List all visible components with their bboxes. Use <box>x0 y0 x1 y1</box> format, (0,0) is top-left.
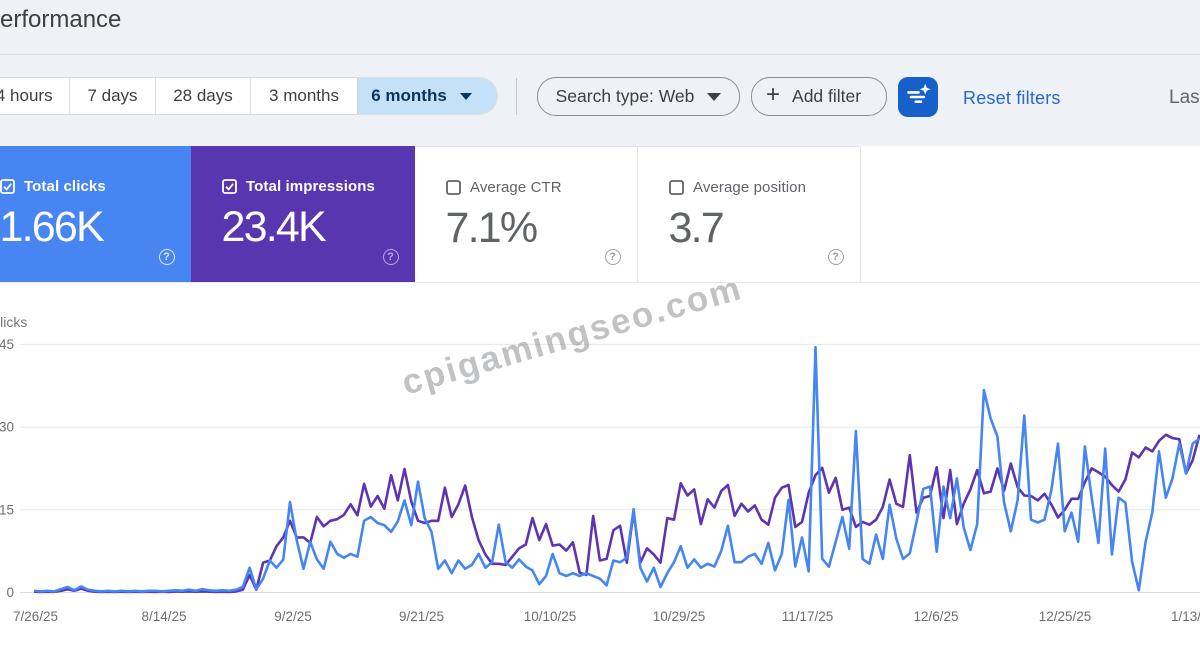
svg-text:1/13/26: 1/13/26 <box>1171 609 1200 624</box>
svg-text:15: 15 <box>0 502 14 517</box>
svg-text:8/14/25: 8/14/25 <box>141 609 186 624</box>
svg-text:10/10/25: 10/10/25 <box>524 609 577 624</box>
svg-text:cpigamingseo.com: cpigamingseo.com <box>397 283 746 403</box>
svg-text:9/21/25: 9/21/25 <box>399 609 444 624</box>
svg-text:30: 30 <box>0 420 14 435</box>
svg-text:9/2/25: 9/2/25 <box>274 609 312 624</box>
svg-text:0: 0 <box>6 585 14 600</box>
svg-text:11/17/25: 11/17/25 <box>782 609 834 624</box>
svg-text:Clicks: Clicks <box>0 314 27 330</box>
svg-text:12/6/25: 12/6/25 <box>913 609 958 624</box>
svg-text:45: 45 <box>0 337 14 352</box>
svg-text:12/25/25: 12/25/25 <box>1039 609 1092 624</box>
svg-text:10/29/25: 10/29/25 <box>653 609 706 624</box>
svg-text:7/26/25: 7/26/25 <box>13 609 58 624</box>
